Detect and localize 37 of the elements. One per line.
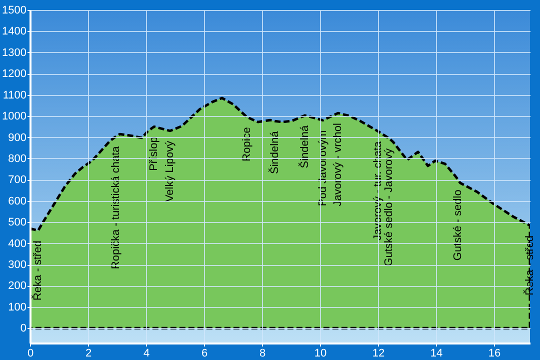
y-tick-label: 1200 <box>2 68 26 80</box>
annotation: Javorový - tur. chata <box>372 140 384 240</box>
x-tick-label: 2 <box>85 348 92 360</box>
annotation: Ropička - turistická chata <box>110 145 122 270</box>
y-tick-label: 500 <box>8 216 26 229</box>
y-tick-label: 900 <box>8 132 26 144</box>
y-tick-label: 300 <box>8 259 26 272</box>
y-tick-label: 0 <box>20 322 26 335</box>
y-tick-label: 700 <box>8 174 26 186</box>
y-tick-label: 200 <box>8 280 26 292</box>
x-tick-label: 4 <box>143 348 150 360</box>
annotation: Gutské sedlo - Javorový <box>383 148 396 266</box>
annotation: Ropice <box>240 127 253 162</box>
annotation: Velký Lipový <box>164 140 176 202</box>
y-tick-label: 1500 <box>2 4 26 16</box>
annotation: Javorový - vrchol <box>332 123 344 206</box>
y-tick-label: 1000 <box>2 110 26 123</box>
annotation: Pod Javorovým <box>316 130 329 206</box>
y-tick-label: 400 <box>8 238 26 250</box>
y-tick-label: 1300 <box>2 46 26 59</box>
x-tick-label: 16 <box>488 348 501 360</box>
y-tick-label: 100 <box>8 301 26 314</box>
y-tick-label: 1400 <box>2 26 26 38</box>
x-tick-label: 0 <box>27 348 34 360</box>
annotation: Gutské - sedlo <box>452 190 464 261</box>
annotation: Šindelná <box>298 124 311 168</box>
y-tick-label: 1100 <box>2 89 26 102</box>
x-tick-label: 6 <box>201 348 208 360</box>
y-tick-label: 600 <box>8 195 26 208</box>
x-tick-label: 12 <box>372 348 385 360</box>
x-tick-label: 14 <box>430 348 443 360</box>
annotation: Příslop <box>148 136 160 171</box>
x-tick-label: 10 <box>314 348 327 360</box>
y-tick-label: 800 <box>8 152 26 165</box>
annotation: Šindelná <box>268 130 282 174</box>
x-tick-label: 8 <box>259 348 266 360</box>
annotation: Řeka - střed <box>31 240 44 301</box>
